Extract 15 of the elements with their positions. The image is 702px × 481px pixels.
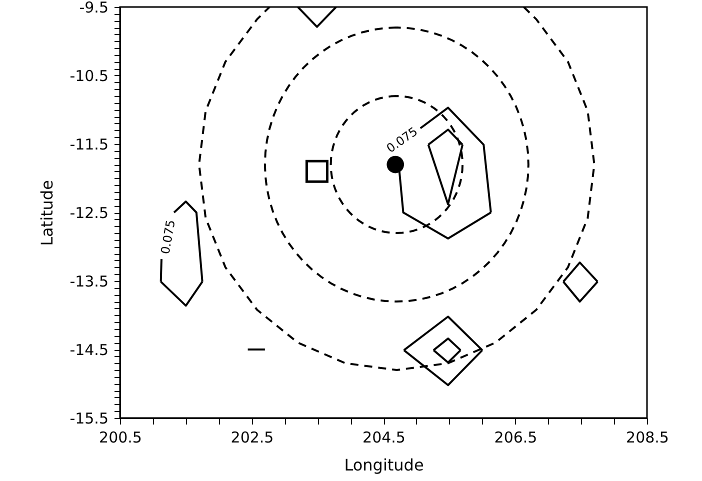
y-axis-title: Latitude bbox=[38, 180, 57, 246]
x-tick-label: 206.5 bbox=[494, 428, 538, 446]
x-tick-label: 204.5 bbox=[362, 428, 406, 446]
x-tick-label: 208.5 bbox=[626, 428, 669, 446]
y-tick-label: -13.5 bbox=[70, 272, 108, 290]
x-tick-label: 202.5 bbox=[230, 428, 274, 446]
y-tick-label: -10.5 bbox=[70, 67, 108, 85]
x-axis-title: Longitude bbox=[344, 456, 424, 474]
y-tick-label: -9.5 bbox=[79, 0, 108, 16]
y-tick-label: -12.5 bbox=[70, 204, 108, 222]
x-tick-label: 200.5 bbox=[99, 428, 142, 446]
y-tick-label: -15.5 bbox=[70, 410, 108, 428]
y-tick-label: -11.5 bbox=[70, 136, 108, 154]
annotation: 0.075 bbox=[158, 218, 178, 256]
y-tick-label: -14.5 bbox=[70, 341, 108, 359]
